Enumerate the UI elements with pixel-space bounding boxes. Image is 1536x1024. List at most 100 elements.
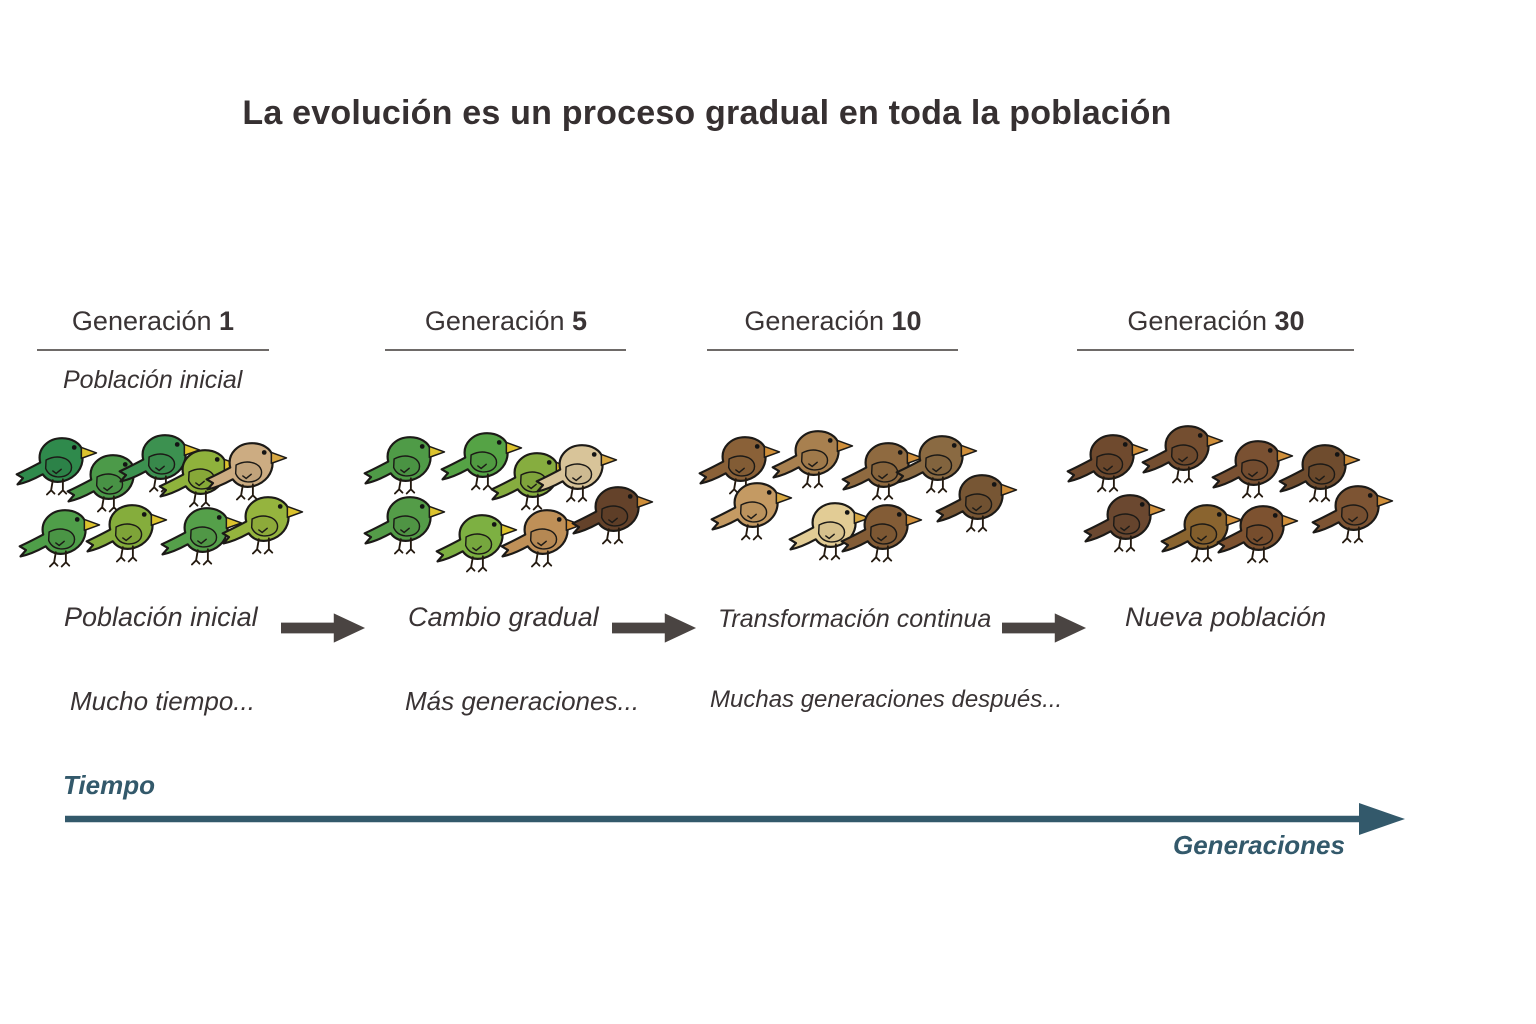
bird (435, 514, 518, 573)
bird-eye (277, 504, 283, 509)
bird-legs (801, 471, 824, 489)
bird-legs (393, 537, 416, 555)
bird-beak (286, 505, 304, 519)
stage-arrow-1 (281, 613, 366, 643)
bird-beak (150, 513, 168, 527)
stage-label-nueva-poblacion: Nueva población (1125, 602, 1327, 632)
bird-legs (925, 476, 948, 494)
bird-wing (1170, 444, 1199, 466)
bird-eye (496, 440, 502, 445)
bird-legs (530, 550, 553, 568)
bird-wing (469, 451, 498, 473)
bird-legs (115, 545, 138, 563)
bird (710, 482, 793, 541)
title-part: proceso gradual (561, 94, 830, 132)
bird-wing (1245, 524, 1274, 546)
bird-beak (428, 505, 446, 519)
bird-wing (189, 526, 218, 548)
bird (1211, 440, 1294, 499)
bird-wing (924, 454, 953, 476)
bird (571, 486, 654, 545)
bird (118, 434, 201, 493)
generation-30-underline (1077, 349, 1354, 351)
timeline-arrow (65, 803, 1405, 835)
bird-wing (114, 523, 143, 545)
bird-eye (627, 494, 633, 499)
bird-wing (95, 473, 124, 495)
bird-eye (766, 490, 772, 495)
bird-eye (754, 444, 760, 449)
bird-eye (1267, 448, 1273, 453)
bird-eye (827, 438, 833, 443)
bird-beak (428, 445, 446, 459)
generation-30-header: Generación 30 (1066, 306, 1366, 342)
bird-legs (1096, 475, 1119, 493)
bird (160, 507, 243, 566)
bird-beak (775, 491, 793, 505)
bird (440, 432, 523, 491)
bird-beak (906, 451, 924, 465)
bird-legs (870, 545, 893, 563)
generation-5-header: Generación 5 (356, 306, 656, 342)
bird-wing (800, 449, 829, 471)
bird-wing (1340, 504, 1369, 526)
bird-wing (727, 455, 756, 477)
bird-beak (960, 444, 978, 458)
generation-5-number: 5 (572, 306, 588, 336)
bird-eye (844, 510, 850, 515)
generation-10-header: Generación 10 (683, 306, 983, 342)
bird-legs (96, 495, 119, 513)
bird-wing (600, 505, 629, 527)
bird-wing (1240, 459, 1269, 481)
bird-beak (1000, 483, 1018, 497)
bird-eye (1272, 513, 1278, 518)
bird-beak (853, 511, 871, 525)
bird-eye (491, 522, 497, 527)
bird (788, 502, 871, 561)
bird-eye (141, 512, 147, 517)
bird (1278, 444, 1361, 503)
bird-eye (1334, 452, 1340, 457)
bird-beak (836, 439, 854, 453)
bird (500, 509, 583, 568)
bird-wing (464, 533, 493, 555)
stage-arrow-3 (1002, 613, 1087, 643)
generation-30-label: Generación (1127, 306, 1268, 336)
stage-label-cambio-gradual: Cambio gradual (408, 602, 599, 632)
bird-eye (71, 445, 77, 450)
bird (935, 474, 1018, 533)
bird-wing (47, 528, 76, 550)
bird-beak (80, 446, 98, 460)
bird-legs (871, 483, 894, 501)
title-part: en toda la población (829, 94, 1172, 132)
bird-beak (636, 495, 654, 509)
bird-beak (1206, 434, 1224, 448)
bird-legs (235, 483, 258, 501)
bird-legs (1190, 545, 1213, 563)
bird-eye (74, 517, 80, 522)
bird (840, 504, 923, 563)
bird-beak (83, 518, 101, 532)
bird-wing (564, 463, 593, 485)
bird-beak (1131, 443, 1149, 457)
bird-group-generacion-5 (363, 432, 654, 573)
bird-beak (1276, 449, 1294, 463)
bird-wing (392, 515, 421, 537)
bird-beak (600, 453, 618, 467)
bird-legs (1171, 466, 1194, 484)
generation-1-number: 1 (219, 306, 235, 336)
bird (363, 436, 446, 495)
stage-label-transformacion-continua: Transformación continua (718, 605, 992, 633)
bird-wing (234, 461, 263, 483)
bird-legs (1241, 481, 1264, 499)
generation-1-underline (37, 349, 269, 351)
bird-eye (214, 457, 220, 462)
bird-eye (174, 442, 180, 447)
bird-wing (1112, 513, 1141, 535)
generation-1-label: Generación (71, 306, 212, 336)
bird-eye (122, 462, 128, 467)
bird (1066, 434, 1149, 493)
bird-legs (251, 537, 274, 555)
bird-legs (1113, 535, 1136, 553)
